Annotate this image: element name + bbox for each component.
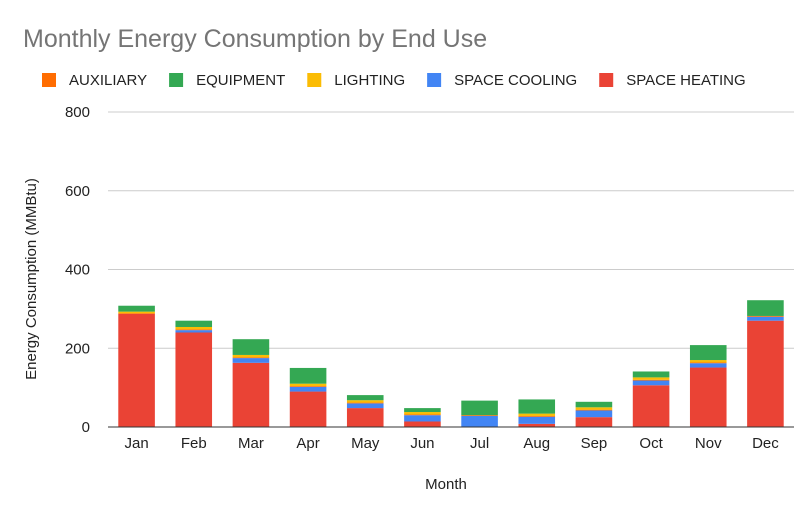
bar-segment — [461, 415, 498, 416]
bar-segment — [118, 313, 155, 314]
bar-segment — [747, 300, 784, 316]
bar-segment — [175, 330, 213, 333]
bar-segment — [289, 367, 327, 384]
bar-segment — [632, 379, 670, 381]
bar-segment — [346, 400, 384, 403]
bar-segment — [575, 410, 613, 418]
legend-item-label: SPACE HEATING — [626, 72, 745, 89]
bar-segment — [689, 367, 727, 427]
bar-segment — [518, 415, 556, 417]
bar-segment — [118, 305, 155, 312]
x-axis-label: Month — [425, 476, 467, 493]
bar-segment — [346, 402, 384, 404]
bar-segment — [404, 408, 441, 413]
x-tick-label: Jul — [470, 435, 489, 452]
bar-segment — [518, 416, 556, 424]
bar-segment — [289, 383, 327, 387]
bar-segment — [175, 329, 213, 331]
chart-title: Monthly Energy Consumption by End Use — [23, 25, 487, 53]
bar-segment — [118, 311, 155, 314]
y-tick-label: 200 — [65, 340, 90, 357]
legend-swatch — [307, 73, 322, 87]
bar-segment — [289, 386, 327, 387]
bar-segment — [404, 414, 441, 416]
bar-segment — [461, 415, 498, 427]
x-tick-label: Apr — [296, 435, 319, 452]
legend-item-label: EQUIPMENT — [196, 72, 285, 89]
x-axis-ticks: Jan Feb Mar Apr May Jun Jul Aug Sep Oct Nov Dec — [124, 435, 779, 452]
bar-segment — [175, 320, 213, 327]
x-tick-label: Aug — [523, 435, 550, 452]
bar-segment — [118, 313, 155, 427]
bar-segment — [632, 377, 670, 380]
x-tick-label: May — [351, 435, 380, 452]
gridlines — [108, 111, 794, 349]
y-tick-label: 800 — [65, 104, 90, 121]
bar-segment — [575, 409, 613, 411]
bar-segment — [632, 385, 670, 427]
x-tick-label: Oct — [639, 435, 663, 452]
x-tick-label: Jun — [410, 435, 434, 452]
bar-segment — [404, 421, 441, 427]
bar-segment — [747, 320, 784, 427]
x-tick-label: Mar — [238, 435, 264, 452]
x-tick-label: Sep — [581, 435, 608, 452]
bar-segment — [632, 380, 670, 386]
bar-segment — [518, 423, 556, 427]
y-tick-label: 400 — [65, 262, 90, 279]
bar-segment — [461, 400, 498, 416]
bars — [118, 300, 784, 427]
bar-segment — [232, 354, 270, 358]
bar-segment — [232, 358, 270, 363]
bar-segment — [232, 339, 270, 355]
bar-segment — [346, 408, 384, 427]
y-axis-ticks: 0 200 400 600 800 — [65, 104, 90, 436]
bar-segment — [575, 407, 613, 410]
bar-segment — [346, 395, 384, 401]
bar-segment — [289, 391, 327, 427]
x-tick-label: Dec — [752, 435, 779, 452]
bar-segment — [518, 399, 556, 414]
legend-swatch — [169, 73, 184, 87]
bar-segment — [689, 362, 727, 364]
bar-segment — [175, 332, 213, 427]
legend-swatch — [427, 73, 442, 87]
bar-segment — [404, 412, 441, 415]
legend-item-label: LIGHTING — [334, 72, 405, 89]
bar-segment — [747, 315, 784, 317]
bar-segment — [632, 371, 670, 378]
y-axis-label: Energy Consumption (MMBtu) — [23, 178, 40, 380]
legend-item-label: AUXILIARY — [69, 72, 147, 89]
legend-swatch — [599, 73, 614, 87]
legend: AUXILIARY EQUIPMENT LIGHTING SPACE COOLING S… — [42, 72, 746, 89]
bar-segment — [518, 413, 556, 416]
x-tick-label: Nov — [695, 435, 722, 452]
y-tick-label: 0 — [82, 419, 90, 436]
bar-segment — [346, 403, 384, 409]
legend-swatch — [42, 73, 56, 87]
bar-segment — [689, 363, 727, 368]
bar-segment — [689, 345, 727, 361]
bar-segment — [232, 357, 270, 359]
bar-segment — [232, 362, 270, 427]
y-tick-label: 600 — [65, 183, 90, 200]
bar-segment — [747, 316, 784, 321]
legend-item-label: SPACE COOLING — [454, 72, 577, 89]
bar-segment — [575, 401, 613, 408]
bar-segment — [404, 415, 441, 422]
bar-segment — [175, 326, 213, 330]
x-tick-label: Feb — [181, 435, 207, 452]
x-tick-label: Jan — [124, 435, 148, 452]
bar-segment — [289, 386, 327, 392]
bar-segment — [575, 417, 613, 427]
bar-segment — [689, 360, 727, 363]
